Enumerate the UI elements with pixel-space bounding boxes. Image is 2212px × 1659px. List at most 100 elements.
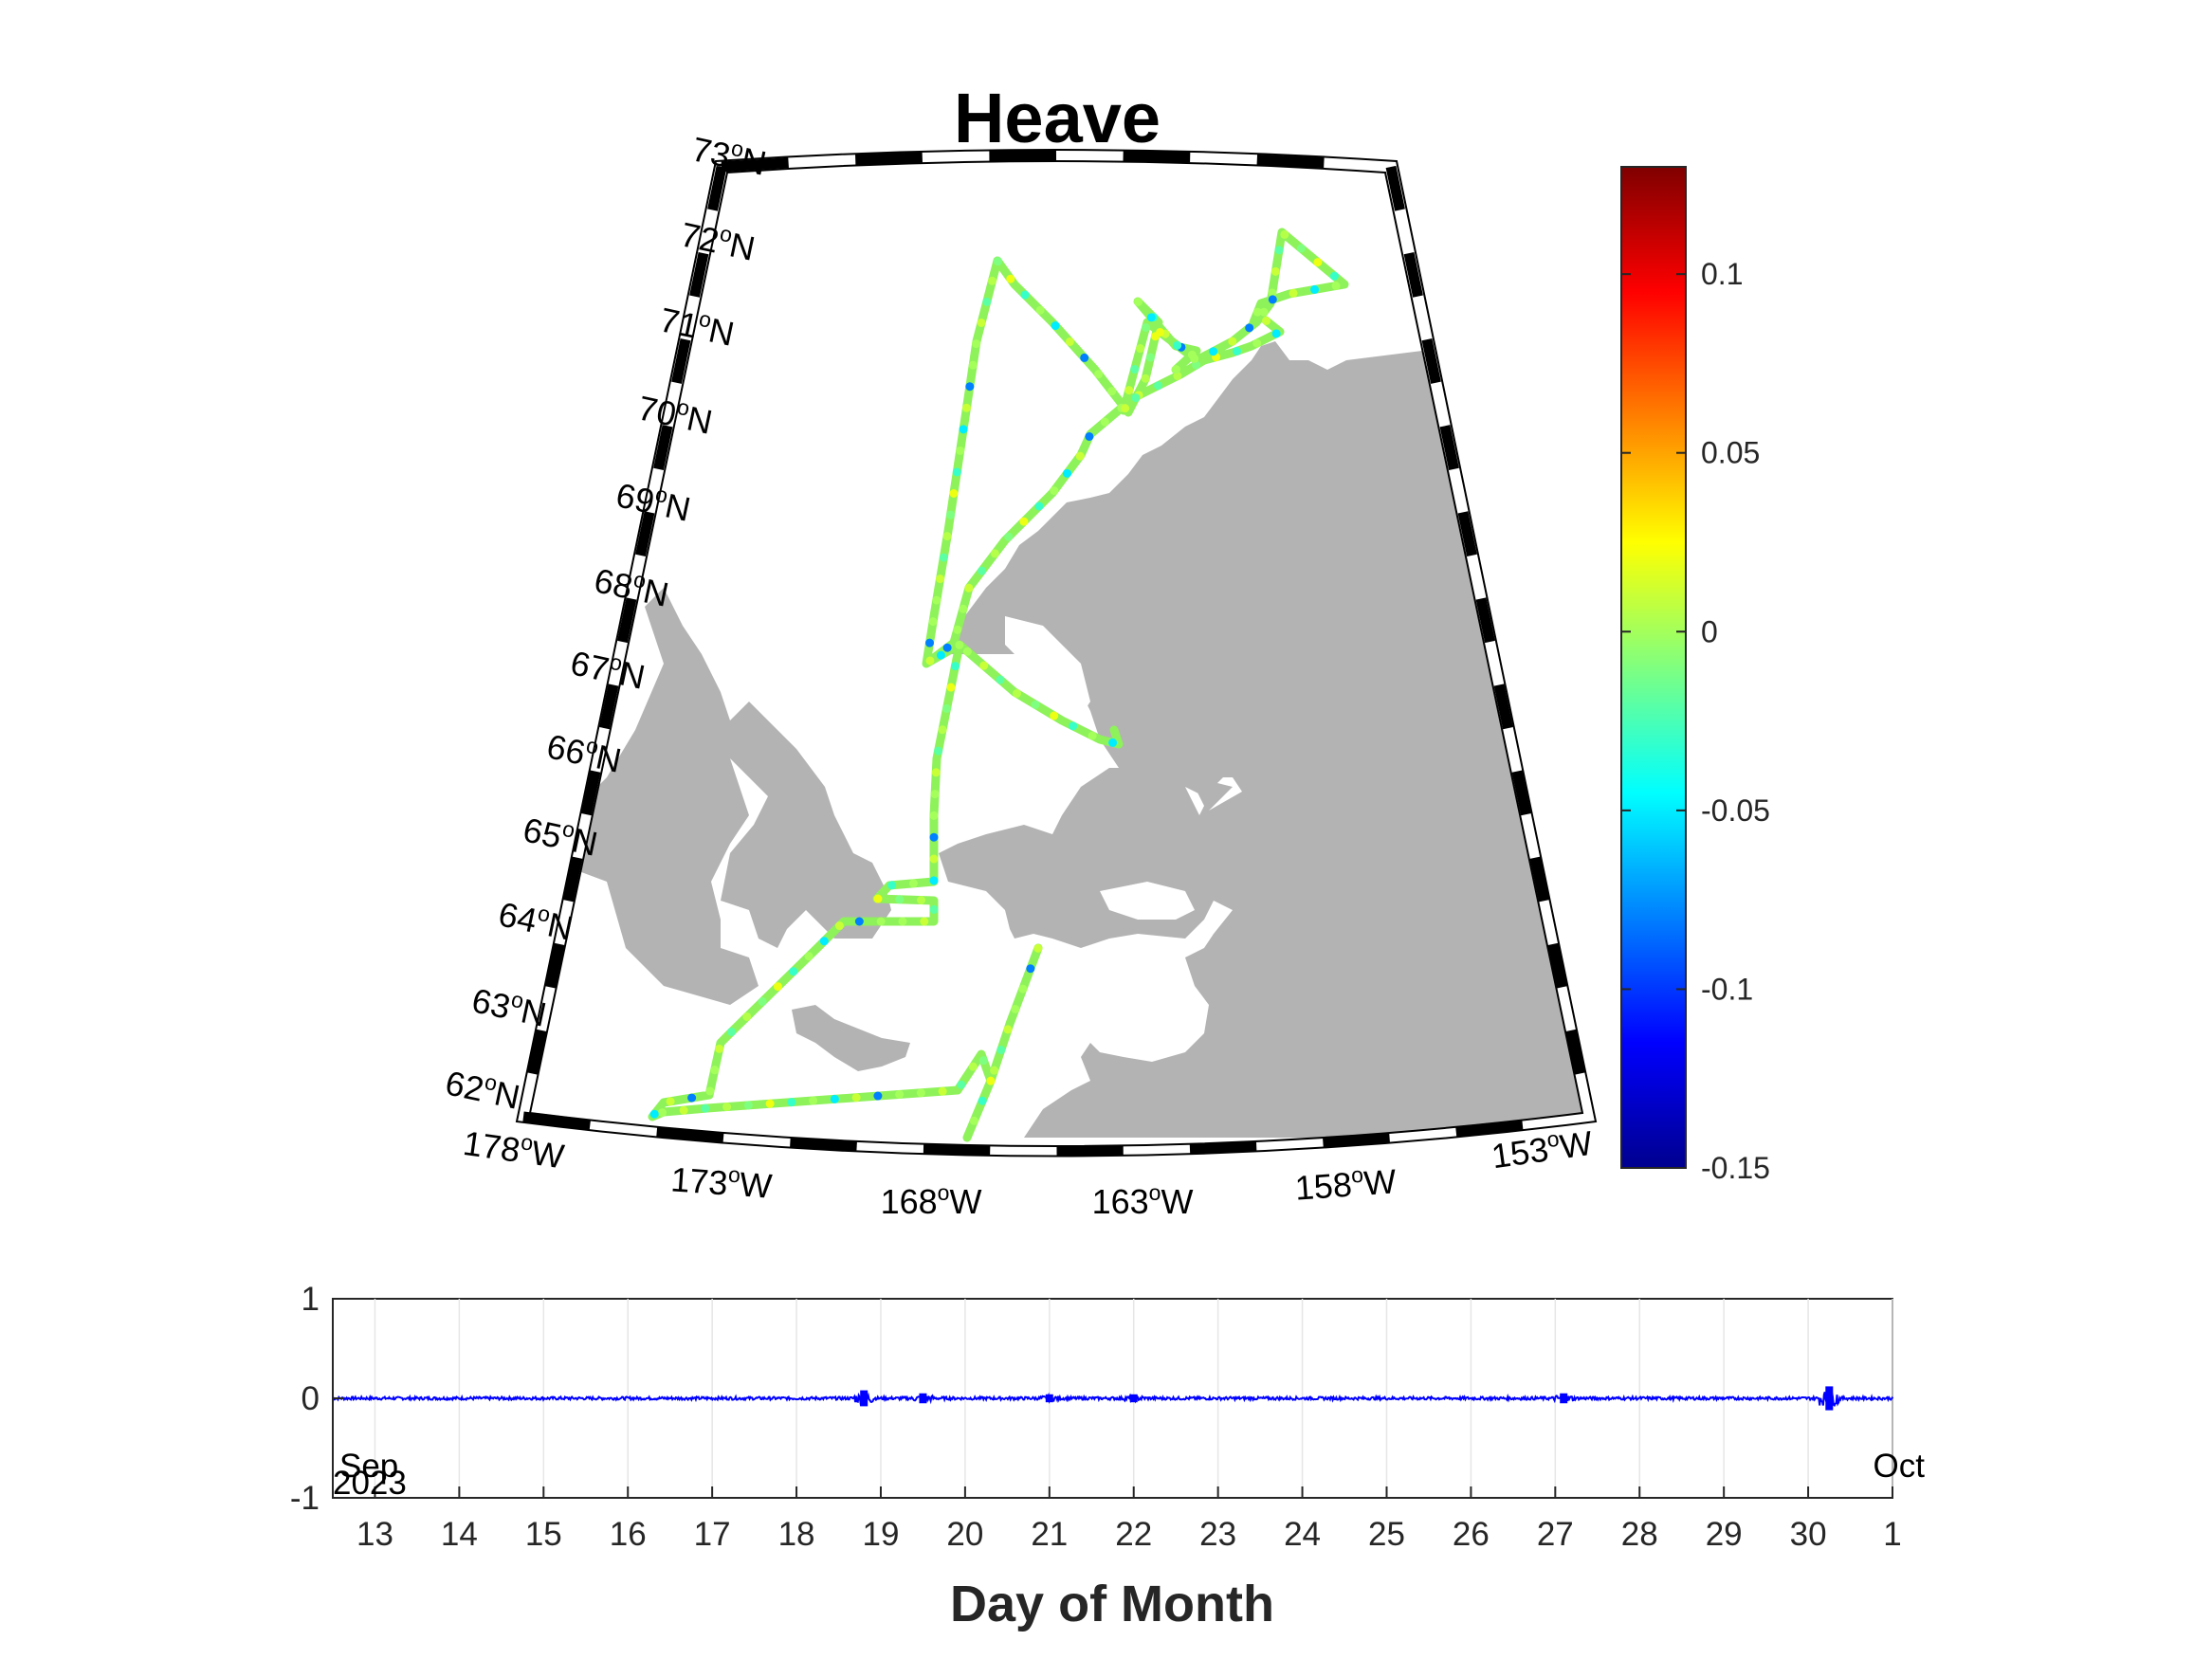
track-point: [705, 1086, 715, 1096]
track-point: [928, 617, 938, 627]
frame-top-stripe: [855, 152, 923, 165]
lat-tick-label: 62oN: [442, 1061, 523, 1116]
track-point: [1252, 307, 1262, 317]
frame-right-stripe: [1493, 684, 1513, 730]
frame-bottom-stripe: [656, 1126, 724, 1143]
track-point: [942, 532, 952, 541]
track-point: [929, 904, 939, 914]
track-point: [727, 1027, 737, 1036]
track-point: [1141, 374, 1150, 383]
colorbar-ticks: 0.1 0.05 0 -0.05 -0.1 -0.15: [1621, 257, 1770, 1185]
track-point: [1131, 393, 1141, 403]
frame-right-stripe: [1457, 511, 1477, 557]
ts-y-ticks: 1 0 -1: [290, 1281, 344, 1517]
track-point: [1050, 486, 1059, 496]
track-point: [1018, 984, 1028, 994]
track-point: [1035, 305, 1045, 315]
frame-bottom-stripe: [522, 1111, 592, 1130]
frame-left-stripe: [581, 770, 601, 816]
ts-x-tick-label: 17: [694, 1516, 731, 1553]
colorbar-tick-label: -0.05: [1701, 793, 1770, 828]
track-point: [1100, 417, 1109, 427]
track-point: [1228, 337, 1237, 346]
track-point: [942, 703, 952, 713]
track-point: [990, 549, 999, 558]
lon-tick-label: 178oW: [461, 1121, 567, 1176]
track-point: [1063, 468, 1072, 478]
track-point: [936, 650, 945, 660]
frame-bottom-stripe: [1056, 1144, 1124, 1157]
ts-x-tick-label: 14: [441, 1516, 478, 1553]
frame-top-stripe: [1123, 150, 1191, 163]
track-point: [789, 967, 798, 976]
track-point: [1154, 381, 1163, 391]
ts-x-tick-label: 15: [525, 1516, 562, 1553]
track-point: [1142, 322, 1151, 332]
track-point: [701, 1103, 710, 1113]
frame-right-stripe: [1475, 597, 1495, 644]
lon-tick-label: 163oW: [1092, 1180, 1194, 1221]
ts-x-tick-label: 29: [1706, 1516, 1743, 1553]
frame-bottom-stripe: [923, 1143, 991, 1156]
track-point: [1271, 329, 1281, 338]
frame-right-stripe: [1439, 425, 1459, 470]
track-point: [908, 879, 918, 888]
track-point: [1130, 365, 1140, 374]
track-point: [715, 1044, 724, 1053]
ts-spike: [1045, 1394, 1053, 1403]
track-point: [1011, 1004, 1020, 1013]
track-point: [950, 662, 960, 671]
track-point: [743, 1101, 753, 1110]
track-point: [887, 881, 897, 890]
colorbar-gradient: [1620, 166, 1687, 1169]
track-point: [1051, 321, 1060, 331]
track-point: [1209, 347, 1218, 356]
ts-heave-series: [332, 1386, 1893, 1411]
frame-bottom-stripe: [1322, 1132, 1390, 1148]
track-point: [1145, 353, 1155, 362]
frame-right-stripe: [1529, 856, 1549, 902]
land-masses: [530, 341, 1582, 1138]
track-point: [924, 638, 934, 647]
track-point: [687, 1093, 697, 1103]
track-point: [1003, 1025, 1013, 1034]
map-frame: [515, 149, 1598, 1158]
track-point: [959, 425, 968, 434]
colorbar-tick-label: 0: [1701, 614, 1718, 648]
track-point: [1121, 404, 1130, 413]
ts-x-tick-label: 16: [610, 1516, 647, 1553]
track-point: [986, 1076, 996, 1085]
ts-x-tick-label: 21: [1031, 1516, 1068, 1553]
track-point: [873, 894, 883, 903]
track-point: [931, 768, 941, 777]
track-point: [925, 656, 935, 665]
track-point: [1006, 274, 1015, 283]
track-point: [898, 917, 907, 926]
track-point: [1331, 282, 1341, 291]
frame-left-stripe: [599, 684, 619, 730]
track-point: [804, 952, 814, 961]
ts-x-tick-label: 26: [1453, 1516, 1490, 1553]
track-point: [1262, 316, 1271, 325]
track-point: [851, 1093, 861, 1103]
frame-right-stripe: [1403, 251, 1423, 298]
track-point: [977, 318, 986, 327]
track-point: [949, 489, 959, 499]
track-point: [1252, 338, 1262, 348]
track-point: [1031, 700, 1040, 709]
track-point: [917, 896, 926, 905]
track-point: [946, 683, 956, 692]
track-point: [996, 1046, 1006, 1055]
track-point: [658, 1108, 667, 1118]
ts-spike: [1129, 1394, 1138, 1403]
ts-x-axis-label: Day of Month: [950, 1576, 1274, 1632]
ts-x-tick-label: 22: [1115, 1516, 1152, 1553]
water-norton-sound: [1100, 882, 1195, 920]
frame-left-stripe: [635, 511, 655, 557]
lon-tick-label: 168oW: [881, 1180, 982, 1221]
chart-title: Heave: [954, 79, 1161, 157]
track-point: [1108, 738, 1118, 747]
track-point: [929, 811, 939, 820]
track-point: [1296, 244, 1306, 253]
frame-right-stripe: [1565, 1029, 1585, 1075]
